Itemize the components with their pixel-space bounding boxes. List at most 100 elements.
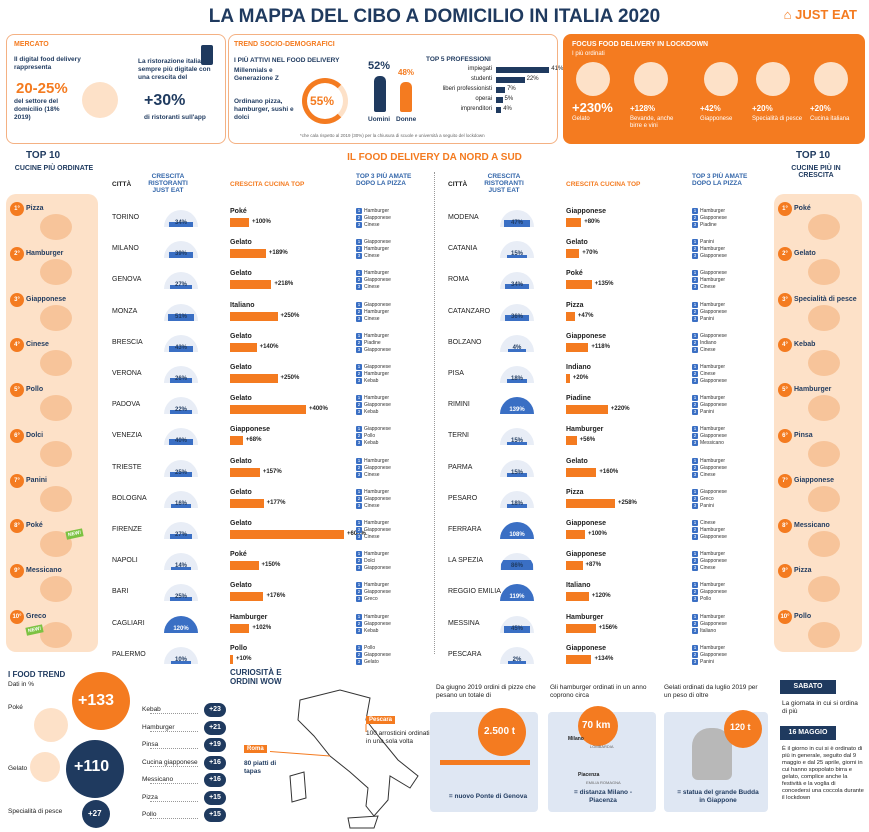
growth-gauge: 40%: [164, 428, 198, 446]
profession-value: 22%: [526, 76, 539, 82]
rank-food-icon: [808, 576, 840, 603]
top3-item: 3 Cinese: [356, 222, 380, 228]
woman-icon: [400, 82, 412, 112]
cuisine-value: +189%: [268, 250, 288, 257]
rank-badge: 9°: [10, 564, 24, 579]
cuisine-value: +100%: [588, 531, 607, 537]
top3-rank: 1: [692, 270, 698, 277]
gauge-fill: [169, 221, 193, 227]
cuisine-bar: [230, 280, 272, 290]
cuisine-value: +68%: [245, 437, 262, 444]
gauge-fill: [506, 441, 528, 446]
map-emilia: EMILIA ROMAGNA: [586, 780, 621, 785]
cuisine-name: Hamburger: [566, 613, 604, 621]
cuisine-name: Poké: [230, 551, 247, 559]
top3-name: Hamburger: [700, 582, 726, 589]
rank-food-icon: [40, 395, 72, 422]
header-city: CITTÀ: [112, 181, 132, 188]
top3-rank: 2: [692, 215, 698, 221]
rank-name: Pinsa: [794, 431, 813, 439]
top3-rank: 2: [692, 277, 698, 284]
growth-value: 25%: [174, 594, 187, 601]
profession-value: 5%: [504, 96, 514, 102]
growth-value: 43%: [174, 344, 187, 351]
c3-text: Gelati ordinati da luglio 2019 per un pe…: [664, 684, 758, 699]
trend-leader: [150, 765, 198, 767]
gauge-fill: [170, 410, 192, 415]
top3-item: 2 Hamburger: [692, 246, 725, 253]
rank-badge: 9°: [778, 564, 792, 579]
top3-name: Hamburger: [700, 527, 726, 533]
top3-name: Hamburger: [364, 582, 390, 589]
rank-badge: 3°: [778, 292, 792, 307]
rank-badge: 8°: [778, 519, 792, 534]
growth-gauge: 34%: [500, 272, 534, 290]
growth-value: 34%: [510, 282, 523, 289]
top3-rank: 2: [356, 339, 362, 346]
top3-rank: 1: [692, 208, 698, 214]
growth-gauge: 43%: [164, 334, 198, 352]
top3-rank: 2: [356, 433, 362, 440]
top3-item: 2 Giapponese: [356, 651, 391, 658]
top3-name: Panini: [700, 239, 714, 246]
rank-badge: 7°: [10, 473, 24, 488]
c3-caption: = statua del grande Budda in Giappone: [677, 789, 759, 804]
top3-item: 1 Hamburger: [356, 488, 389, 495]
top3-item: 1 Hamburger: [356, 582, 390, 589]
city-name: VENEZIA: [112, 432, 142, 440]
top3-rank: 1: [692, 332, 698, 339]
cuisine-bar: [230, 342, 257, 352]
top3-item: 3 Panini: [692, 409, 714, 416]
top3-item: 3 Cinese: [356, 534, 380, 540]
mercato-box: [6, 34, 226, 144]
pescara-tag: Pescara: [366, 716, 396, 724]
top3-rank: 2: [356, 589, 362, 596]
men-label: Uomini: [368, 116, 391, 123]
rank-badge: 10°: [778, 609, 792, 624]
gelato-label: Gelato: [8, 765, 28, 772]
top3-name: Giapponese: [364, 402, 391, 409]
top3-name: Kebab: [364, 627, 379, 634]
mercato-text1: Il digital food delivery rappresenta: [14, 56, 81, 71]
top3-rank: 3: [356, 346, 362, 353]
food-trend-sub: Dati in %: [8, 681, 35, 688]
women-label: Donne: [396, 116, 417, 123]
tablet-food-icon: [82, 82, 118, 118]
mercato-big2: +30%: [144, 92, 186, 109]
growth-gauge: 15%: [500, 459, 534, 477]
top3-rank: 2: [692, 402, 698, 409]
growth-value: 22%: [174, 407, 187, 414]
top3-item: 1 Hamburger: [356, 395, 389, 402]
growth-gauge: 15%: [500, 428, 534, 446]
top3-name: Hamburger: [700, 457, 726, 464]
city-name: CATANZARO: [448, 307, 491, 315]
growth-value: 26%: [174, 376, 187, 382]
trend-value: +21: [204, 720, 226, 735]
top3-name: Cinese: [364, 315, 380, 322]
c2-value: 70 km: [582, 720, 611, 731]
top3-rank: 3: [692, 627, 698, 634]
cuisine-name: Piadine: [566, 395, 591, 403]
page-title: LA MAPPA DEL CIBO A DOMICILIO IN ITALIA …: [208, 6, 661, 27]
top3-item: 2 Hamburger: [356, 246, 389, 253]
cuisine-bar: [566, 467, 597, 477]
top3-rank: 3: [356, 315, 362, 322]
top3-name: Piadine: [700, 222, 717, 228]
top3-rank: 2: [356, 620, 362, 627]
column-divider: [434, 172, 435, 654]
cuisine-bar: [566, 592, 589, 602]
top3-name: Pollo: [364, 433, 376, 440]
trend-name: Pizza: [142, 793, 158, 801]
cuisine-value: +250%: [280, 375, 300, 381]
top3-name: Cinese: [700, 371, 716, 377]
growth-value: 4%: [512, 344, 522, 351]
growth-value: 39%: [174, 251, 187, 258]
top3-item: 1 Hamburger: [692, 208, 725, 214]
rank-name: Specialità di pesce: [794, 295, 857, 303]
top3-rank: 3: [692, 658, 698, 665]
cuisine-name: Poké: [230, 208, 247, 215]
top3-item: 1 Hamburger: [692, 644, 725, 651]
growth-value: 15%: [510, 438, 523, 445]
top10-right-sub: CUCINE PIÙ IN CRESCITA: [791, 165, 841, 179]
top3-item: 1 Hamburger: [356, 551, 389, 558]
